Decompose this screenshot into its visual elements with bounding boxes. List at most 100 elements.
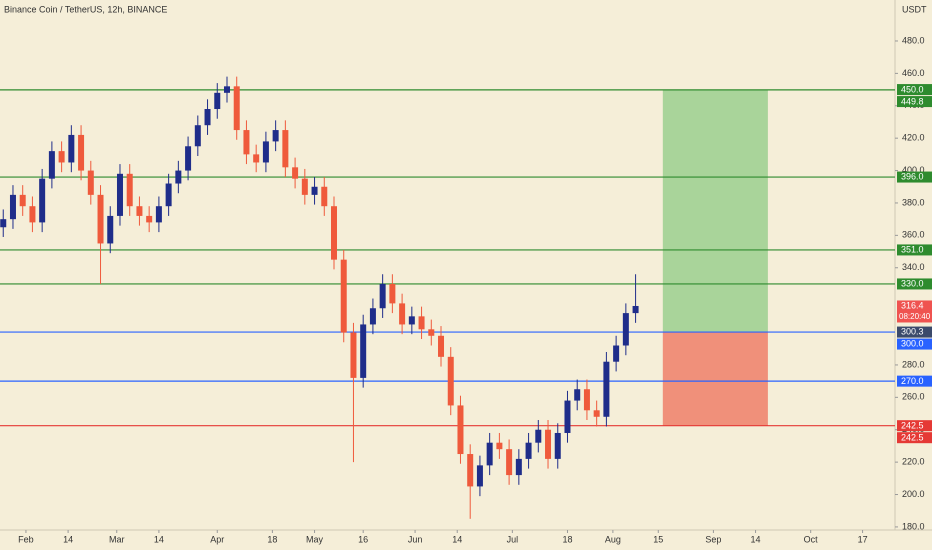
price-label-box	[897, 171, 932, 183]
y-tick-label: 340.0	[902, 262, 925, 272]
candle-body	[48, 151, 55, 179]
profit-zone	[662, 89, 768, 333]
price-label-box	[897, 244, 932, 256]
candle-body	[58, 151, 65, 163]
candle-body	[476, 465, 483, 487]
candle-body	[545, 429, 552, 459]
candle-body	[613, 345, 620, 362]
candle-body	[78, 134, 85, 171]
candle-body	[68, 134, 75, 163]
candle-body	[418, 316, 425, 330]
y-tick-label: 360.0	[902, 230, 925, 240]
x-tick-label: Feb	[18, 534, 34, 544]
candle-body	[19, 194, 26, 207]
price-label-box	[897, 375, 932, 387]
y-tick-label: 180.0	[902, 521, 925, 531]
x-tick-label: Apr	[210, 534, 224, 544]
candle-body	[116, 173, 123, 216]
candle-body	[428, 329, 435, 336]
candle-body	[486, 442, 493, 466]
price-countdown: 08:20:40	[899, 312, 931, 321]
candle-body	[126, 173, 133, 207]
candle-body	[194, 125, 201, 147]
candle-body	[311, 186, 318, 195]
x-tick-label: Oct	[804, 534, 819, 544]
x-tick-label: 17	[858, 534, 868, 544]
candle-body	[39, 178, 46, 223]
y-tick-label: 460.0	[902, 68, 925, 78]
price-label: 242.5	[901, 432, 924, 442]
price-label-box	[897, 96, 932, 108]
candle-body	[204, 109, 211, 126]
candle-body	[515, 458, 522, 476]
candle-body	[622, 313, 629, 346]
x-tick-label: 18	[267, 534, 277, 544]
x-tick-label: 16	[358, 534, 368, 544]
candle-body	[0, 219, 7, 228]
y-tick-label: 380.0	[902, 197, 925, 207]
price-label-box	[897, 420, 932, 432]
x-tick-label: 14	[154, 534, 164, 544]
candle-body	[87, 170, 94, 195]
candle-body	[399, 303, 406, 325]
candle-body	[272, 130, 279, 142]
candle-body	[369, 308, 376, 325]
candle-body	[564, 400, 571, 433]
candle-body	[467, 454, 474, 487]
candle-body	[331, 206, 338, 260]
candle-body	[438, 335, 445, 357]
candle-body	[321, 186, 328, 207]
candle-body	[583, 389, 590, 411]
candle-body	[136, 206, 143, 216]
candle-body	[389, 283, 396, 304]
y-tick-label: 280.0	[902, 359, 925, 369]
price-label: 396.0	[901, 172, 924, 182]
candle-body	[632, 305, 639, 314]
price-label-box	[897, 326, 932, 338]
x-tick-label: 14	[751, 534, 761, 544]
candle-body	[253, 154, 260, 163]
candle-body	[603, 361, 610, 417]
candle-body	[9, 194, 16, 220]
candle-body	[282, 130, 289, 168]
x-tick-label: Sep	[705, 534, 721, 544]
price-label: 449.8	[901, 96, 924, 106]
price-label: 450.0	[901, 84, 924, 94]
candle-body	[185, 146, 192, 171]
candle-body	[146, 215, 153, 223]
x-tick-label: 14	[63, 534, 73, 544]
candle-body	[340, 259, 347, 333]
price-label-box	[897, 300, 932, 323]
candle-body	[408, 316, 415, 325]
axis-unit: USDT	[902, 4, 927, 14]
price-label: 270.0	[901, 376, 924, 386]
x-tick-label: Jul	[507, 534, 519, 544]
candle-body	[243, 130, 250, 155]
y-tick-label: 260.0	[902, 392, 925, 402]
y-tick-label: 220.0	[902, 457, 925, 467]
price-label: 316.4	[901, 301, 924, 311]
x-tick-label: May	[306, 534, 324, 544]
price-label: 351.0	[901, 245, 924, 255]
candle-body	[29, 206, 36, 223]
candle-body	[175, 170, 182, 184]
price-label: 300.3	[901, 327, 924, 337]
candle-body	[496, 442, 503, 450]
candle-body	[97, 194, 104, 244]
candle-body	[350, 332, 357, 378]
price-label: 330.0	[901, 279, 924, 289]
candle-body	[379, 283, 386, 309]
candle-body	[506, 449, 513, 476]
price-label-box	[897, 278, 932, 290]
x-tick-label: Mar	[109, 534, 125, 544]
y-tick-label: 480.0	[902, 35, 925, 45]
candle-body	[593, 410, 600, 417]
loss-zone	[662, 332, 768, 426]
price-label-box	[897, 432, 932, 444]
candle-body	[301, 178, 308, 195]
x-tick-label: 15	[653, 534, 663, 544]
candle-body	[360, 324, 367, 378]
candle-body	[155, 206, 162, 223]
